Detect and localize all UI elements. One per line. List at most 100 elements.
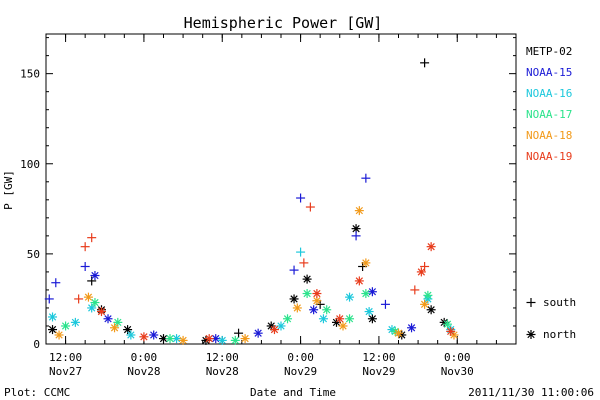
data-point-noaa-16	[276, 321, 286, 331]
legend-entry: NOAA-17	[526, 108, 572, 121]
x-tick-label-date: Nov29	[284, 365, 317, 378]
x-tick-label-date: Nov30	[441, 365, 474, 378]
data-point-noaa-18	[361, 258, 371, 268]
x-tick-label-date: Nov28	[206, 365, 239, 378]
y-tick-label: 0	[33, 338, 40, 351]
plot-area	[45, 33, 517, 345]
x-tick-label-date: Nov28	[127, 365, 160, 378]
y-tick-label: 50	[27, 248, 40, 261]
legend-entry: METP-02	[526, 45, 572, 58]
legend-hemisphere-label: south	[543, 296, 576, 309]
data-point-noaa-18	[54, 330, 64, 340]
legend-marker-north: north	[526, 328, 576, 341]
x-tick-label-date: Nov27	[49, 365, 82, 378]
legend-entry: NOAA-18	[526, 129, 572, 142]
data-point-noaa-18	[420, 299, 430, 309]
data-point-noaa-19	[446, 326, 456, 336]
data-point-noaa-18	[240, 334, 250, 344]
plot-frame	[45, 33, 517, 345]
chart-title: Hemispheric Power [GW]	[184, 14, 383, 32]
data-point-metp-02	[426, 305, 436, 315]
data-point-noaa-19	[312, 289, 322, 299]
data-point-noaa-15	[51, 278, 61, 288]
y-tick-label: 100	[20, 158, 40, 171]
data-point-noaa-17	[165, 334, 175, 344]
data-point-noaa-17	[302, 289, 312, 299]
data-point-metp-02	[87, 276, 97, 286]
data-point-noaa-19	[410, 285, 420, 295]
data-point-metp-02	[48, 325, 58, 335]
data-point-noaa-19	[420, 262, 430, 271]
north-marker-icon	[526, 330, 536, 339]
x-tick-label-time: 0:00	[444, 351, 471, 364]
data-point-metp-02	[159, 334, 168, 344]
data-point-metp-02	[302, 274, 312, 284]
legend-hemisphere-label: north	[543, 328, 576, 341]
x-tick-label-time: 0:00	[131, 351, 158, 364]
data-point-noaa-15	[309, 305, 319, 315]
data-point-noaa-17	[423, 290, 433, 300]
data-point-noaa-19	[74, 294, 84, 304]
data-point-metp-02	[289, 294, 299, 304]
data-point-noaa-18	[83, 292, 93, 302]
data-points	[44, 58, 459, 345]
x-axis-label: Date and Time	[250, 386, 336, 399]
data-point-noaa-18	[292, 303, 302, 313]
data-point-noaa-15	[44, 294, 54, 304]
data-point-noaa-15	[351, 231, 361, 241]
data-point-noaa-18	[338, 321, 348, 331]
x-tick-label-time: 12:00	[206, 351, 239, 364]
data-point-noaa-16	[296, 247, 306, 257]
plot-credit: Plot: CCMC	[4, 386, 70, 399]
data-point-noaa-19	[354, 276, 364, 286]
data-point-noaa-15	[361, 173, 371, 183]
legend-entry: NOAA-16	[526, 87, 572, 100]
data-point-noaa-19	[204, 334, 214, 344]
legend-entry: NOAA-15	[526, 66, 572, 79]
data-point-noaa-17	[113, 317, 123, 327]
data-point-noaa-18	[110, 323, 120, 333]
data-point-noaa-19	[416, 267, 426, 277]
data-point-noaa-15	[103, 314, 113, 324]
data-point-noaa-19	[426, 242, 436, 252]
data-point-noaa-15	[289, 265, 299, 275]
data-point-noaa-17	[442, 319, 452, 329]
data-point-noaa-15	[90, 271, 100, 281]
data-point-noaa-17	[90, 298, 100, 308]
data-point-noaa-19	[87, 233, 97, 243]
data-point-noaa-18	[354, 206, 364, 216]
data-point-noaa-15	[296, 193, 306, 203]
data-point-noaa-16	[48, 312, 58, 322]
data-point-noaa-16	[217, 335, 227, 345]
data-point-noaa-19	[96, 307, 106, 317]
data-point-noaa-15	[149, 330, 159, 340]
data-point-metp-02	[123, 325, 133, 335]
data-point-noaa-15	[407, 323, 417, 333]
data-point-noaa-19	[335, 314, 345, 324]
data-point-noaa-19	[139, 332, 149, 342]
data-point-metp-02	[367, 314, 377, 324]
data-point-noaa-19	[305, 202, 315, 212]
data-point-noaa-17	[230, 335, 240, 345]
data-point-noaa-17	[283, 314, 293, 324]
x-axis: 12:00Nov270:00Nov2812:00Nov280:00Nov2912…	[45, 34, 517, 378]
x-tick-label-date: Nov29	[362, 365, 395, 378]
data-point-noaa-15	[367, 287, 377, 297]
data-point-noaa-17	[361, 289, 371, 299]
y-tick-label: 150	[20, 68, 40, 81]
data-point-noaa-16	[345, 292, 355, 302]
y-axis-label: P [GW]	[2, 170, 15, 210]
data-point-noaa-19	[299, 258, 309, 268]
x-tick-label-time: 12:00	[49, 351, 82, 364]
data-point-noaa-17	[345, 314, 355, 324]
data-point-noaa-18	[394, 328, 403, 338]
data-point-noaa-16	[318, 314, 328, 324]
south-marker-icon	[526, 298, 536, 307]
data-point-noaa-17	[61, 321, 71, 331]
data-point-noaa-16	[87, 303, 97, 313]
legend: METP-02 NOAA-15 NOAA-16 NOAA-17 NOAA-18 NOAA-…	[526, 45, 576, 341]
y-axis: 0 50 100 150	[20, 37, 516, 351]
data-point-noaa-15	[253, 328, 263, 338]
data-point-noaa-15	[380, 299, 390, 309]
